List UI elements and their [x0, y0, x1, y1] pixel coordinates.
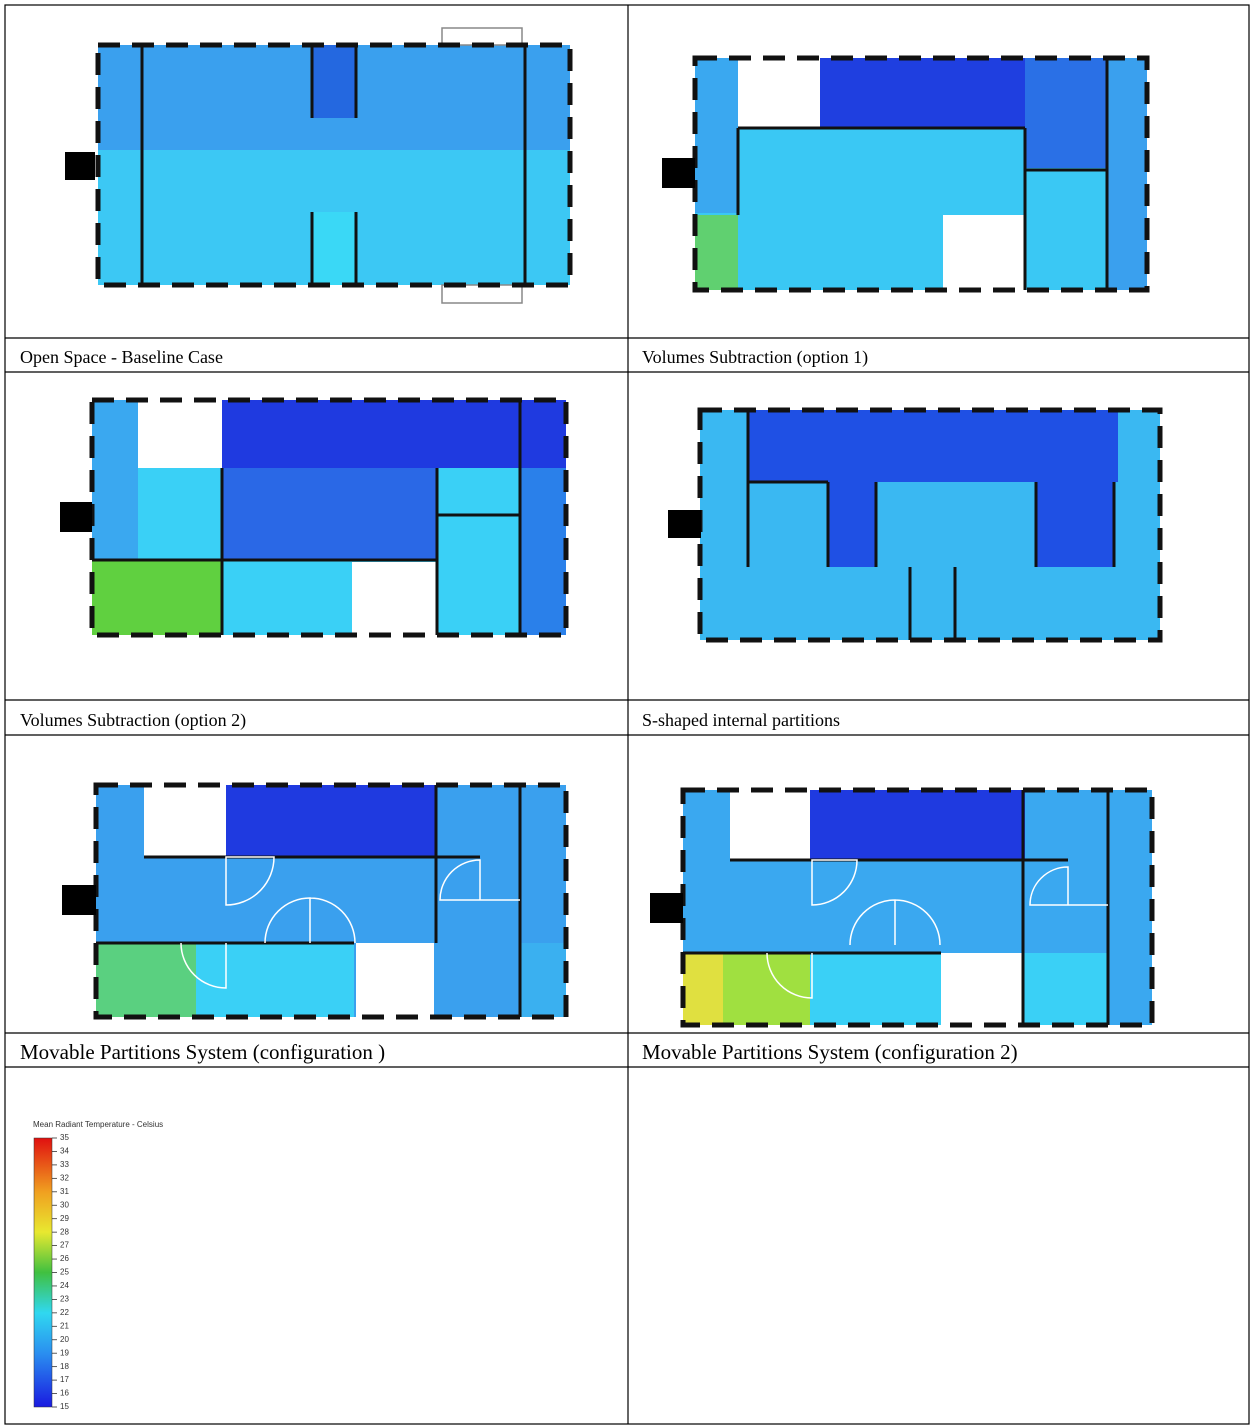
entrance [650, 893, 683, 923]
color-bar [33, 1137, 53, 1408]
tick-label: 32 [60, 1173, 69, 1182]
caption: Open Space - Baseline Case [20, 347, 223, 367]
zone [352, 562, 436, 635]
door-swing [180, 942, 227, 989]
tick-label: 30 [60, 1200, 69, 1209]
entrance [60, 502, 92, 532]
floor-plan [650, 787, 1155, 1028]
tick-label: 20 [60, 1335, 69, 1344]
door-swing [439, 859, 520, 901]
zone [520, 468, 566, 635]
zone [356, 943, 434, 1017]
tick-label: 29 [60, 1214, 69, 1223]
table-grid [4, 4, 1250, 1425]
zone [695, 58, 738, 213]
tick-label: 19 [60, 1348, 69, 1357]
tick-label: 25 [60, 1268, 69, 1277]
entrance [62, 885, 96, 915]
caption: S-shaped internal partitions [642, 710, 840, 730]
floor-plan [668, 407, 1163, 643]
legend-ticks: 15 16 17 18 19 20 21 22 23 24 25 26 27 28 29 30 31 32 33 34… [52, 1133, 69, 1411]
entrance [668, 510, 701, 538]
tick-label: 26 [60, 1254, 69, 1263]
tick-label: 31 [60, 1187, 69, 1196]
entrance [65, 152, 95, 180]
floor-plan [65, 27, 573, 304]
zone [226, 785, 436, 857]
tick-label: 24 [60, 1281, 69, 1290]
zone [312, 212, 356, 285]
terrace [441, 27, 523, 46]
exterior-wall [95, 42, 573, 288]
tick-label: 22 [60, 1308, 69, 1317]
floor-plan [60, 397, 569, 638]
door-swing [264, 897, 356, 944]
zone [144, 785, 226, 857]
zone [1023, 953, 1108, 1025]
tick-label: 23 [60, 1295, 69, 1304]
zone [92, 400, 138, 560]
caption: Volumes Subtraction (option 2) [20, 710, 246, 731]
door-swing [766, 952, 813, 999]
door-swing [811, 859, 858, 906]
zone [1036, 482, 1114, 567]
tick-label: 21 [60, 1321, 69, 1330]
tick-label: 33 [60, 1160, 69, 1169]
zone [748, 410, 1118, 482]
tick-label: 18 [60, 1362, 69, 1371]
caption: Volumes Subtraction (option 1) [642, 347, 868, 368]
floor-plans [60, 27, 1163, 1028]
zone [730, 790, 810, 860]
zone [92, 560, 222, 635]
zone [1107, 58, 1147, 290]
zone [683, 953, 723, 1025]
door-swing [849, 899, 941, 946]
caption: Movable Partitions System (configuration… [642, 1040, 1018, 1064]
tick-label: 15 [60, 1402, 69, 1411]
exterior-wall [680, 787, 1155, 1028]
terrace [441, 284, 523, 304]
tick-label: 34 [60, 1147, 69, 1156]
exterior-wall [93, 782, 569, 1020]
door-swing [225, 856, 275, 906]
tick-label: 17 [60, 1375, 69, 1384]
legend-title: Mean Radiant Temperature - Celsius [33, 1120, 163, 1129]
zone [222, 468, 437, 560]
zone [820, 58, 1025, 128]
tick-label: 35 [60, 1133, 69, 1142]
zone [222, 400, 566, 468]
entrance [662, 158, 695, 188]
tick-label: 16 [60, 1389, 69, 1398]
zone [828, 482, 876, 567]
zone [96, 943, 196, 1017]
tick-label: 27 [60, 1241, 69, 1250]
zone [941, 953, 1023, 1025]
zone [738, 58, 820, 128]
zone [810, 790, 1025, 860]
zone [943, 215, 1025, 290]
zone [1025, 58, 1107, 168]
exterior-wall [692, 55, 1150, 293]
zone [695, 215, 738, 290]
tick-label: 28 [60, 1227, 69, 1236]
floor-plan [662, 55, 1150, 293]
door-swing [1029, 866, 1108, 906]
caption: Movable Partitions System (configuration… [20, 1040, 385, 1064]
floor-plan [62, 782, 569, 1020]
zone [138, 400, 222, 468]
zone [520, 943, 566, 1017]
zone [312, 45, 356, 118]
